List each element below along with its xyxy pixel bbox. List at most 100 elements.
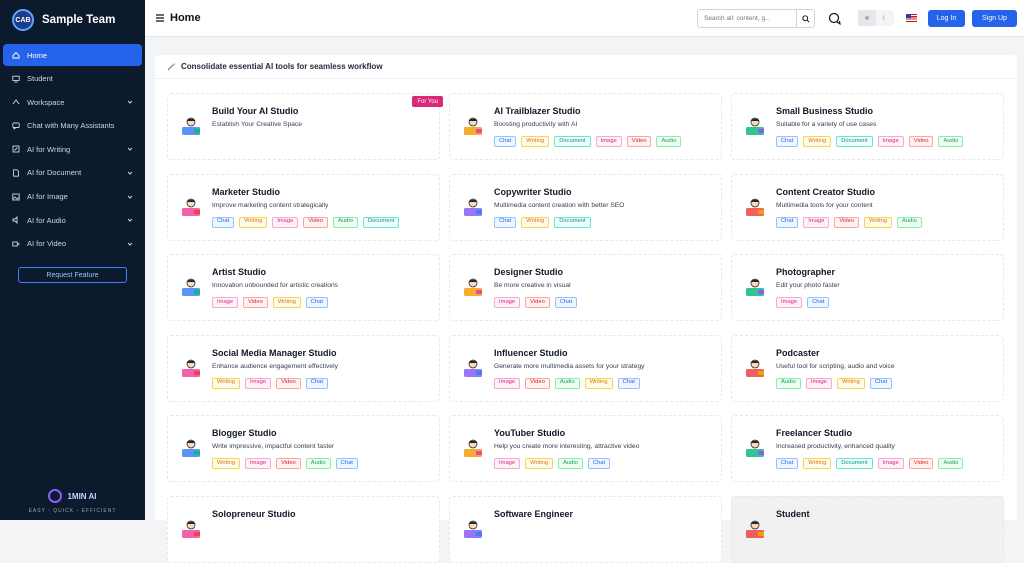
tag-writing: Writing bbox=[212, 458, 240, 469]
studio-card[interactable]: Solopreneur Studio bbox=[167, 495, 440, 563]
team-switcher[interactable]: CAB Sample Team bbox=[0, 0, 145, 40]
tag-audio: Audio bbox=[305, 458, 331, 469]
studio-card[interactable]: Artist Studio Innovation unbounded for ar… bbox=[167, 254, 440, 321]
studio-card[interactable]: Marketer Studio Improve marketing content… bbox=[167, 173, 440, 241]
tag-video: Video bbox=[834, 216, 860, 228]
audio-icon bbox=[12, 216, 20, 225]
studio-card[interactable]: Social Media Manager Studio Enhance audie… bbox=[167, 334, 440, 402]
chat-bubbles-icon[interactable] bbox=[828, 12, 842, 26]
tag-audio: Audio bbox=[938, 136, 964, 147]
sidebar-item-ai-for-audio[interactable]: AI for Audio bbox=[3, 209, 142, 231]
tag-audio: Audio bbox=[897, 216, 922, 228]
footer-logo: 1MIN AI bbox=[0, 487, 145, 505]
brain-logo-icon bbox=[48, 489, 63, 503]
studio-card[interactable]: Student bbox=[731, 495, 1004, 563]
tag-video: Video bbox=[525, 377, 550, 389]
studio-description: Write impressive, impactful content fast… bbox=[212, 443, 335, 450]
theme-toggle[interactable]: ✲ ☾ bbox=[858, 10, 894, 26]
sidebar-item-chat-with-many-assistants[interactable]: Chat with Many Assistants bbox=[3, 115, 142, 137]
freelancer-icon bbox=[742, 435, 768, 461]
studio-card[interactable]: Small Business Studio Suitable for a vari… bbox=[731, 93, 1004, 160]
tag-video: Video bbox=[243, 297, 268, 308]
tag-list: Image Writing Audio Chat bbox=[494, 458, 611, 469]
studio-title: Marketer Studio bbox=[212, 186, 281, 197]
team-logo: CAB bbox=[12, 9, 34, 31]
studio-card[interactable]: Blogger Studio Write impressive, impactfu… bbox=[167, 415, 440, 482]
studio-card[interactable]: Copywriter Studio Multimedia content crea… bbox=[449, 173, 722, 241]
solopreneur-icon bbox=[178, 516, 204, 542]
search-button[interactable] bbox=[796, 9, 814, 28]
studio-title: Content Creator Studio bbox=[776, 186, 875, 197]
menu-icon[interactable] bbox=[155, 13, 165, 23]
tag-audio: Audio bbox=[558, 458, 583, 469]
tag-writing: Writing bbox=[212, 377, 240, 389]
studio-card[interactable]: AI Trailblazer Studio Boosting productivi… bbox=[449, 93, 722, 160]
influencer-icon bbox=[460, 355, 486, 381]
chevron-down-icon[interactable] bbox=[127, 241, 133, 247]
studio-title: Student bbox=[776, 508, 810, 519]
tag-list: Image Video Chat bbox=[494, 297, 578, 308]
sidebar-footer: 1MIN AI EASY - QUICK - EFFICIENT bbox=[0, 487, 145, 514]
sidebar-item-label: AI for Image bbox=[27, 192, 68, 202]
chevron-down-icon[interactable] bbox=[127, 170, 133, 176]
tag-image: Image bbox=[244, 458, 272, 469]
tag-image: Image bbox=[595, 136, 622, 147]
studio-card[interactable]: Designer Studio Be more creative in visua… bbox=[449, 254, 722, 321]
tag-image: Image bbox=[244, 377, 272, 389]
tag-video: Video bbox=[276, 377, 301, 389]
search-input[interactable] bbox=[698, 10, 797, 27]
studio-card[interactable]: Software Engineer bbox=[449, 495, 722, 563]
studio-card[interactable]: Build Your AI Studio Establish Your Creat… bbox=[167, 93, 443, 160]
sidebar-item-label: AI for Video bbox=[27, 239, 67, 249]
tag-writing: Writing bbox=[272, 297, 301, 308]
studio-card[interactable]: Content Creator Studio Multimedia tools f… bbox=[731, 173, 1004, 241]
social-media-icon bbox=[178, 355, 204, 381]
studio-description: Improve marketing content strategically bbox=[212, 201, 329, 209]
tag-list: Writing Image Video Audio Chat bbox=[212, 458, 358, 469]
studio-card[interactable]: Photographer Edit your photo faster Image C… bbox=[731, 254, 1004, 321]
studio-card[interactable]: Influencer Studio Generate more multimedi… bbox=[449, 334, 722, 402]
magic-wand-icon bbox=[167, 62, 176, 71]
topbar: Home ✲ ☾ Log In Sign Up bbox=[145, 0, 1024, 37]
tag-chat: Chat bbox=[305, 377, 329, 389]
sidebar-item-ai-for-writing[interactable]: AI for Writing bbox=[3, 138, 142, 160]
studio-card[interactable]: Freelancer Studio Increased productivity,… bbox=[731, 415, 1004, 482]
for-you-badge: For You bbox=[412, 96, 443, 107]
tag-writing: Writing bbox=[584, 377, 613, 389]
tag-writing: Writing bbox=[521, 136, 550, 147]
tag-video: Video bbox=[276, 458, 301, 469]
studio-card[interactable]: YouTuber Studio Help you create more inte… bbox=[449, 415, 722, 482]
sidebar-item-home[interactable]: Home bbox=[3, 44, 142, 66]
tag-chat: Chat bbox=[617, 377, 640, 389]
us-flag-icon[interactable] bbox=[906, 14, 917, 22]
studio-card[interactable]: Podcaster Useful tool for scripting, audi… bbox=[731, 334, 1004, 402]
footer-tagline: EASY - QUICK - EFFICIENT bbox=[28, 508, 117, 514]
tag-list: Writing Image Video Chat bbox=[212, 377, 329, 389]
image-icon bbox=[12, 193, 20, 201]
studio-description: Generate more multimedia assets for your… bbox=[494, 362, 645, 370]
sidebar-item-student[interactable]: Student bbox=[3, 68, 142, 90]
studio-description: Multimedia content creation with better … bbox=[494, 201, 625, 209]
chevron-down-icon[interactable] bbox=[127, 99, 133, 105]
signup-button[interactable]: Sign Up bbox=[972, 10, 1017, 27]
sidebar-item-ai-for-document[interactable]: AI for Document bbox=[3, 162, 142, 184]
tag-image: Image bbox=[776, 297, 803, 308]
tag-chat: Chat bbox=[587, 458, 611, 469]
sidebar: CAB Sample Team Home Student Workspace Chat… bbox=[0, 0, 145, 520]
sidebar-item-workspace[interactable]: Workspace bbox=[3, 91, 142, 113]
sidebar-item-ai-for-image[interactable]: AI for Image bbox=[3, 186, 142, 208]
tag-chat: Chat bbox=[554, 297, 578, 308]
login-button[interactable]: Log In bbox=[928, 10, 965, 27]
sidebar-item-ai-for-video[interactable]: AI for Video bbox=[3, 233, 142, 255]
tag-writing: Writing bbox=[803, 136, 832, 147]
chevron-down-icon[interactable] bbox=[127, 146, 133, 152]
chevron-down-icon[interactable] bbox=[127, 194, 133, 200]
search-icon bbox=[801, 14, 810, 23]
sidebar-item-label: AI for Document bbox=[27, 168, 82, 178]
tag-list: Chat Writing Document bbox=[494, 216, 591, 228]
studio-title: Build Your AI Studio bbox=[212, 106, 299, 116]
moon-icon[interactable]: ☾ bbox=[882, 15, 888, 22]
sun-icon[interactable]: ✲ bbox=[858, 10, 876, 26]
request-feature-button[interactable]: Request Feature bbox=[18, 267, 127, 284]
chevron-down-icon[interactable] bbox=[127, 217, 133, 223]
